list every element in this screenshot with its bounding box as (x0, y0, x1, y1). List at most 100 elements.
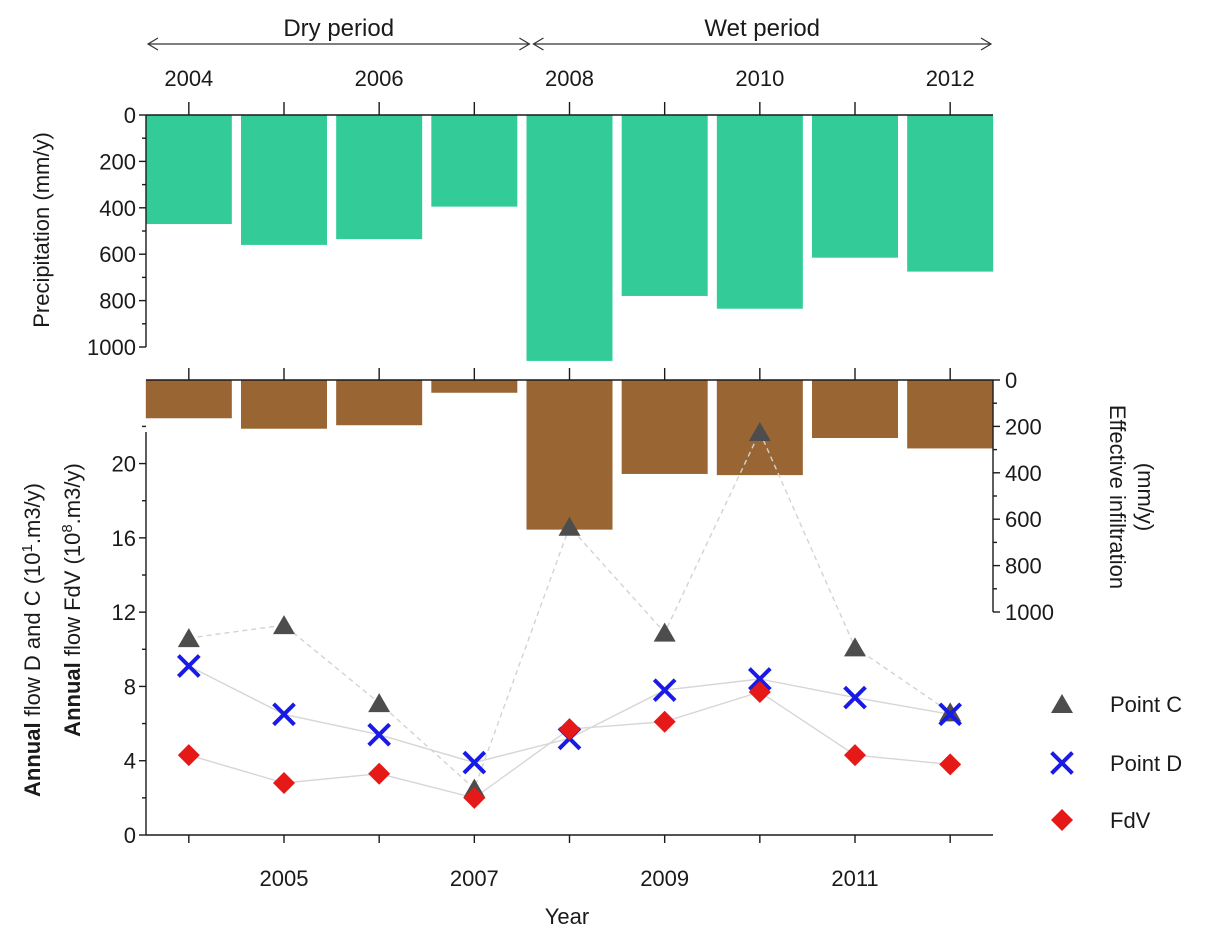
period-label: Dry period (283, 15, 394, 42)
point-fdv (844, 744, 867, 767)
flow-tick-label: 12 (112, 600, 136, 625)
point-point-c (748, 422, 771, 441)
precipitation-tick-label: 400 (99, 196, 136, 221)
flow-dc-axis-title-exponent: 1 (19, 544, 36, 552)
infiltration-tick-label: 400 (1005, 461, 1042, 486)
infiltration-tick-label: 800 (1005, 554, 1042, 579)
flow-tick-label: 8 (124, 674, 136, 699)
flow-fdv-axis-title-text: flow FdV (10 (60, 533, 85, 663)
top-x-tick-label: 2012 (926, 66, 975, 91)
infiltration-bar (907, 380, 994, 449)
flow-tick-label: 4 (124, 749, 136, 774)
legend-marker (1051, 809, 1073, 831)
bottom-x-tick-label: 2009 (640, 866, 689, 891)
point-point-d (652, 678, 677, 702)
legend-item: Point C (1051, 692, 1182, 717)
flow-dc-axis-title-bold: Annual (20, 722, 45, 797)
precipitation-bar (716, 115, 803, 309)
precipitation-bar (907, 115, 994, 272)
infiltration-bar (621, 380, 708, 474)
x-axis-title: Year (545, 904, 589, 929)
legend-item: Point D (1050, 751, 1182, 776)
precipitation-tick-label: 600 (99, 242, 136, 267)
precipitation-tick-label: 0 (124, 103, 136, 128)
top-x-tick-label: 2006 (355, 66, 404, 91)
legend-label: Point D (1110, 751, 1182, 776)
infiltration-bar (812, 380, 899, 438)
point-fdv (653, 710, 676, 733)
point-point-c (368, 693, 391, 713)
infiltration-tick-label: 1000 (1005, 600, 1054, 625)
point-fdv (368, 762, 391, 785)
bottom-x-tick-label: 2011 (831, 866, 878, 891)
flow-dc-axis-title: Annual flow D and C (101.m3/y) (19, 483, 45, 797)
series-line-fdv (188, 691, 951, 799)
flow-tick-label: 16 (112, 526, 136, 551)
period-annotation: Dry period (146, 15, 531, 51)
bar-layer (145, 115, 994, 530)
flow-fdv-axis-title-exponent: 8 (59, 524, 76, 532)
point-point-d (462, 750, 487, 775)
flow-dc-axis-title-unit: .m3/y) (20, 483, 45, 544)
point-point-c (653, 622, 676, 642)
precipitation-tick-label: 200 (99, 149, 136, 174)
flow-dc-axis-title-text: flow D and C (10 (20, 552, 45, 722)
period-annotation: Wet period (532, 15, 993, 51)
legend-marker (1051, 694, 1073, 713)
flow-fdv-axis-title-bold: Annual (60, 662, 85, 737)
period-label: Wet period (704, 15, 820, 42)
bottom-x-tick-label: 2007 (450, 866, 499, 891)
point-point-d (938, 702, 963, 727)
flow-tick-label: 20 (112, 452, 136, 477)
precipitation-bar (621, 115, 708, 296)
period-arrow-left-head (146, 37, 159, 51)
period-arrow-right-head (980, 37, 993, 51)
legend: Point C Point D FdV (1050, 692, 1182, 833)
point-fdv (463, 786, 486, 809)
infiltration-bar (431, 380, 518, 393)
point-point-c (177, 628, 200, 648)
point-fdv (939, 753, 962, 776)
point-point-c (844, 637, 867, 657)
infiltration-tick-label: 200 (1005, 414, 1042, 439)
top-x-tick-label: 2008 (545, 66, 594, 91)
legend-label: FdV (1110, 808, 1151, 833)
period-arrow-right-head (519, 37, 531, 51)
point-fdv (558, 718, 581, 741)
top-x-tick-label: 2004 (164, 66, 213, 91)
legend-label: Point C (1110, 692, 1182, 717)
point-point-d (272, 702, 296, 727)
point-point-d (843, 685, 867, 710)
precipitation-bar (431, 115, 518, 207)
precipitation-bar (145, 115, 232, 225)
precipitation-bar (336, 115, 423, 240)
precipitation-bar (240, 115, 327, 245)
top-x-tick-label: 2010 (735, 66, 784, 91)
infiltration-bar (526, 380, 613, 530)
precipitation-bar (812, 115, 899, 258)
precipitation-tick-label: 1000 (87, 335, 136, 360)
legend-item: FdV (1051, 808, 1151, 833)
bottom-x-tick-label: 2005 (260, 866, 309, 891)
point-point-c (272, 615, 295, 635)
flow-fdv-axis-title: Annual flow FdV (108.m3/y) (59, 463, 85, 737)
point-point-d (748, 667, 772, 691)
flow-tick-label: 0 (124, 823, 136, 848)
point-point-d (367, 722, 391, 747)
point-fdv (748, 681, 771, 703)
point-point-d (176, 654, 201, 678)
infiltration-bar (145, 380, 232, 419)
infiltration-tick-label: 0 (1005, 368, 1017, 393)
marker-layer (176, 422, 963, 809)
flow-fdv-axis-title-unit: .m3/y) (60, 463, 85, 524)
point-point-c (558, 516, 581, 536)
precipitation-axis-title: Precipitation (mm/y) (29, 132, 54, 328)
infiltration-axis-title-line-1: Effective infiltration (1105, 405, 1130, 589)
infiltration-bar (240, 380, 327, 429)
precipitation-tick-label: 800 (99, 289, 136, 314)
infiltration-axis-title-line-2: (mm/y) (1133, 463, 1158, 531)
point-fdv (177, 744, 200, 767)
point-fdv (272, 772, 295, 794)
